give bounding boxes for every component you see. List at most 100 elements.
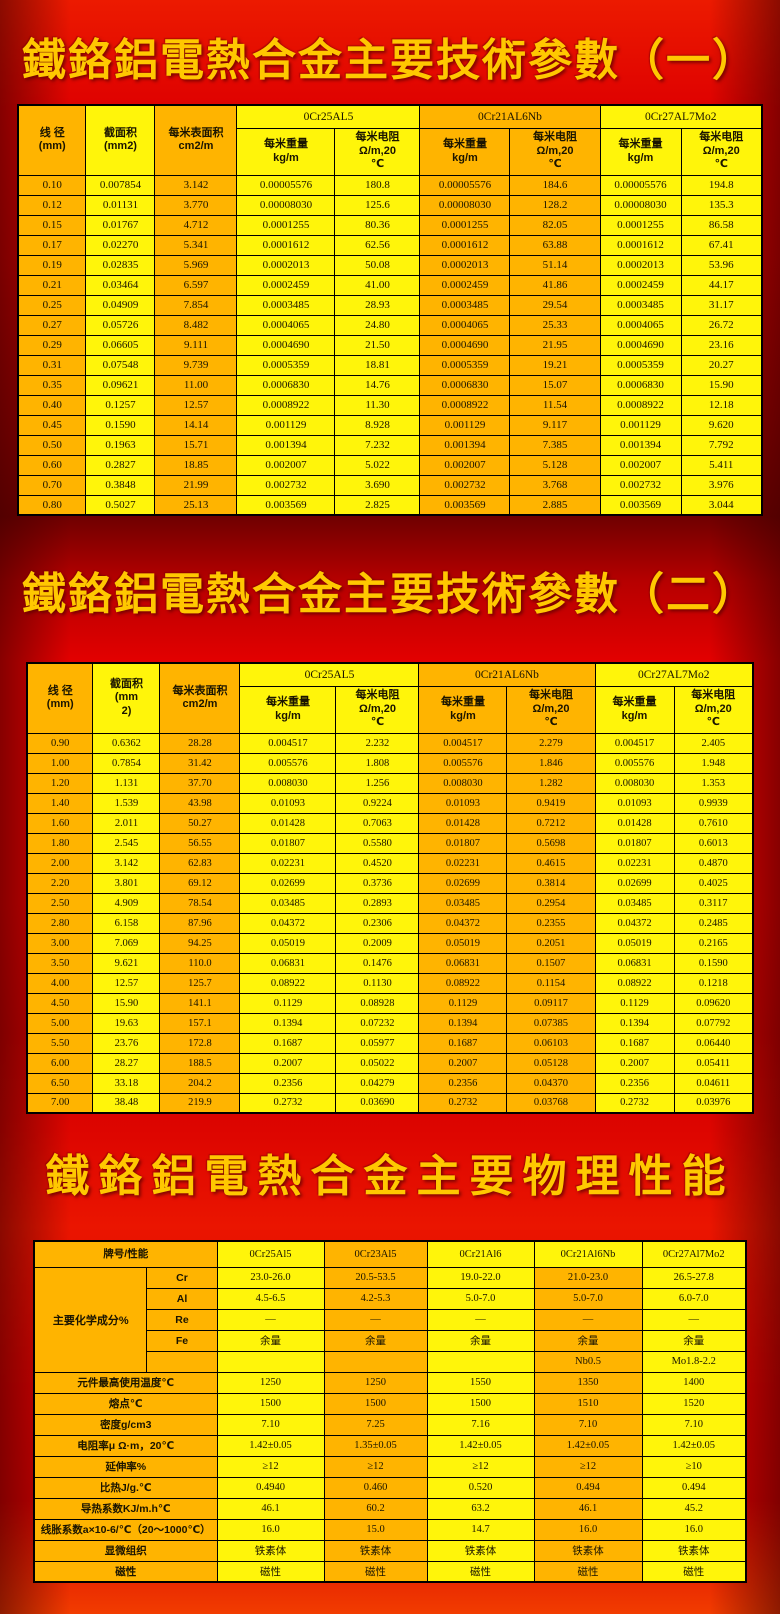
table-cell: 0.002732: [236, 474, 336, 496]
table-cell: 0.02835: [85, 254, 156, 276]
table-cell: 6.00: [26, 1052, 94, 1074]
table-cell: 0.007854: [85, 174, 156, 196]
table-cell: 0.7212: [506, 812, 596, 834]
table-cell: 0.0002459: [236, 274, 336, 296]
table-cell: 15.0: [323, 1518, 428, 1541]
table-cell: 铁素体: [426, 1539, 535, 1562]
header-grade-property: 牌号/性能: [33, 1240, 218, 1268]
table-cell: 0.04372: [418, 912, 508, 934]
table-cell: 0.0002459: [599, 274, 682, 296]
table-cell: 0.003569: [419, 494, 511, 516]
table-cell: 2.545: [92, 832, 161, 854]
table-cell: 0.0006830: [419, 374, 511, 396]
table-cell: 0.08922: [594, 972, 675, 994]
table-cell: 0.001394: [419, 434, 511, 456]
table-cell: 6.597: [154, 274, 238, 296]
table-cell: 5.00: [26, 1012, 94, 1034]
table-cell: 19.21: [509, 354, 601, 376]
element-label: [146, 1350, 218, 1373]
table-cell: 0.1963: [85, 434, 156, 456]
table-cell: 0.01428: [594, 812, 675, 834]
table-cell: 0.02699: [594, 872, 675, 894]
table-cell: 0.0001255: [419, 214, 511, 236]
table-cell: 28.93: [334, 294, 421, 316]
table-cell: 0.03485: [418, 892, 508, 914]
table-cell: 15.07: [509, 374, 601, 396]
table-cell: 29.54: [509, 294, 601, 316]
table-cell: 26.72: [680, 314, 763, 336]
header-grade-0cr23al5: 0Cr23Al5: [323, 1240, 428, 1268]
table-cell: 184.6: [509, 174, 601, 196]
table-cell: 125.7: [159, 972, 241, 994]
table-cell: 45.2: [641, 1497, 747, 1520]
table-cell: 0.03485: [239, 892, 337, 914]
table-cell: 0.04372: [239, 912, 337, 934]
table-cell: 21.0-23.0: [533, 1266, 643, 1289]
table-cell: 11.30: [334, 394, 421, 416]
table-cell: 21.99: [154, 474, 238, 496]
table-cell: 0.1218: [673, 972, 754, 994]
table-cell: 62.83: [159, 852, 241, 874]
table-cell: 0.06831: [594, 952, 675, 974]
table-cell: 0.00008030: [236, 194, 336, 216]
table-cell: 余量: [216, 1329, 325, 1352]
table-cell: 0.0006830: [599, 374, 682, 396]
table-cell: 1.35±0.05: [323, 1434, 428, 1457]
table-cell: 15.71: [154, 434, 238, 456]
table-cell: 41.00: [334, 274, 421, 296]
table-cell: 0.3848: [85, 474, 156, 496]
table-cell: —: [323, 1308, 428, 1331]
table-cell: 1.80: [26, 832, 94, 854]
table-cell: 0.001129: [419, 414, 511, 436]
header-alloy-0cr21al6nb: 0Cr21AL6Nb: [419, 104, 601, 129]
table-cell: 20.27: [680, 354, 763, 376]
table-cell: 60.2: [323, 1497, 428, 1520]
table-cell: 4.50: [26, 992, 94, 1014]
table-cell: 31.17: [680, 294, 763, 316]
table-cell: 0.02699: [418, 872, 508, 894]
table-cell: 2.80: [26, 912, 94, 934]
table-cell: 46.1: [533, 1497, 643, 1520]
table-cell: 0.6362: [92, 732, 161, 754]
table-cell: 87.96: [159, 912, 241, 934]
table-cell: 1.20: [26, 772, 94, 794]
table-cell: 14.76: [334, 374, 421, 396]
table2-body: 0.90 0.6362 28.28 0.004517 2.232 0.004517 2.27…: [26, 732, 754, 1114]
table-cell: 5.50: [26, 1032, 94, 1054]
table-cell: 4.5-6.5: [216, 1287, 325, 1310]
table-cell: 56.55: [159, 832, 241, 854]
table-cell: 0.002007: [599, 454, 682, 476]
table-cell: 0.2485: [673, 912, 754, 934]
table-cell: 0.17: [17, 234, 87, 256]
table-cell: 0.0002459: [419, 274, 511, 296]
table-cell: 余量: [323, 1329, 428, 1352]
table-cell: 0.2732: [239, 1092, 337, 1114]
table-cell: 0.003569: [599, 494, 682, 516]
chemical-composition-rows: 主要化学成分% Cr 23.0-26.0 20.5-53.5 19.0-22.0 21.0…: [33, 1266, 747, 1373]
header-weight-per-meter: 每米重量 kg/m: [239, 685, 337, 734]
header-alloy-0cr25al5: 0Cr25AL5: [236, 104, 421, 129]
table-cell: 18.85: [154, 454, 238, 476]
table-cell: 0.12: [17, 194, 87, 216]
table-cell: 16.0: [216, 1518, 325, 1541]
table-cell: 0.1129: [594, 992, 675, 1014]
table-cell: 20.5-53.5: [323, 1266, 428, 1289]
table-cell: 0.004517: [594, 732, 675, 754]
table-cell: 0.3736: [335, 872, 420, 894]
table-cell: 128.2: [509, 194, 601, 216]
table-cell: 5.0-7.0: [426, 1287, 535, 1310]
table-cell: 0.40: [17, 394, 87, 416]
table-cell: 0.002007: [236, 454, 336, 476]
table-cell: 21.50: [334, 334, 421, 356]
table-cell: —: [533, 1308, 643, 1331]
table-cell: 46.1: [216, 1497, 325, 1520]
table-cell: 0.001394: [236, 434, 336, 456]
table-cell: 0.90: [26, 732, 94, 754]
table-cell: 0.1129: [239, 992, 337, 1014]
table-cell: 0.1590: [85, 414, 156, 436]
table-cell: 7.16: [426, 1413, 535, 1436]
table-cell: 14.7: [426, 1518, 535, 1541]
table-cell: 0.45: [17, 414, 87, 436]
table-cell: 0.0003485: [236, 294, 336, 316]
